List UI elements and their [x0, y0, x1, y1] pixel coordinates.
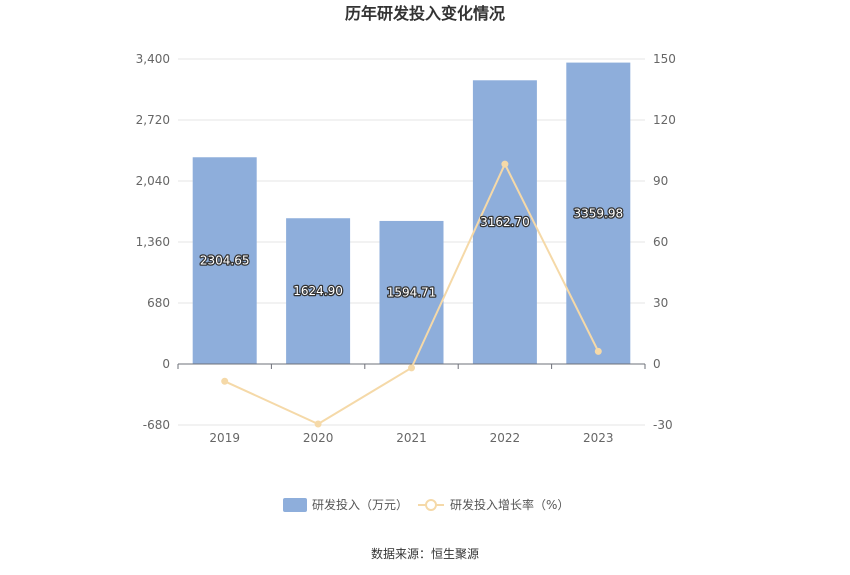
bar[interactable]: [472, 80, 537, 365]
right-axis-tick-label: 30: [653, 296, 668, 310]
bar[interactable]: [286, 218, 351, 364]
legend: 研发投入（万元） 研发投入增长率（%）: [283, 497, 569, 512]
bar-data-label: 3162.70: [480, 215, 530, 229]
right-axis-tick-label: -30: [653, 418, 673, 432]
axes: 3,400 2,720 2,040 1,360 680 0 -680 150 120 90 60 30…: [136, 52, 676, 445]
left-axis-tick-label: 0: [162, 357, 170, 371]
bar-data-label: 1624.90: [293, 284, 343, 298]
bar-data-label: 1594.71: [387, 285, 437, 299]
growth-point[interactable]: [314, 420, 322, 428]
x-axis-tick-label: 2023: [583, 431, 614, 445]
bar-labels: 2304.65 1624.90 1594.71 3162.70 3359.98: [199, 205, 625, 301]
right-axis-tick-label: 90: [653, 174, 668, 188]
right-axis-tick-label: 60: [653, 235, 668, 249]
growth-point[interactable]: [221, 377, 229, 385]
growth-point[interactable]: [501, 160, 509, 168]
x-axis-tick-label: 2021: [396, 431, 427, 445]
left-axis-tick-label: 1,360: [136, 235, 170, 249]
bar[interactable]: [379, 220, 444, 364]
x-axis-tick-label: 2020: [303, 431, 334, 445]
left-axis-tick-label: 680: [147, 296, 170, 310]
x-axis-tick-label: 2022: [490, 431, 521, 445]
legend-label-line[interactable]: 研发投入增长率（%）: [450, 497, 569, 512]
bar[interactable]: [192, 157, 257, 364]
legend-swatch-line-marker: [425, 499, 437, 511]
left-axis-tick-label: -680: [143, 418, 170, 432]
bar-data-label: 3359.98: [573, 206, 623, 220]
x-axis-tick-label: 2019: [209, 431, 240, 445]
source-note: 数据来源：恒生聚源: [371, 546, 479, 561]
left-axis-tick-label: 3,400: [136, 52, 170, 66]
chart-title: 历年研发投入变化情况: [345, 4, 505, 23]
left-axis-tick-label: 2,040: [136, 174, 170, 188]
right-axis-tick-label: 0: [653, 357, 661, 371]
right-axis-tick-label: 120: [653, 113, 676, 127]
left-axis-tick-label: 2,720: [136, 113, 170, 127]
line-series: [221, 160, 602, 428]
right-axis-tick-label: 150: [653, 52, 676, 66]
legend-swatch-bar[interactable]: [283, 498, 307, 512]
growth-point[interactable]: [594, 347, 602, 355]
bar[interactable]: [566, 62, 631, 365]
legend-label-bar[interactable]: 研发投入（万元）: [312, 497, 408, 512]
bar-series: [192, 62, 631, 365]
bar-data-label: 2304.65: [200, 254, 250, 268]
growth-point[interactable]: [408, 364, 415, 372]
